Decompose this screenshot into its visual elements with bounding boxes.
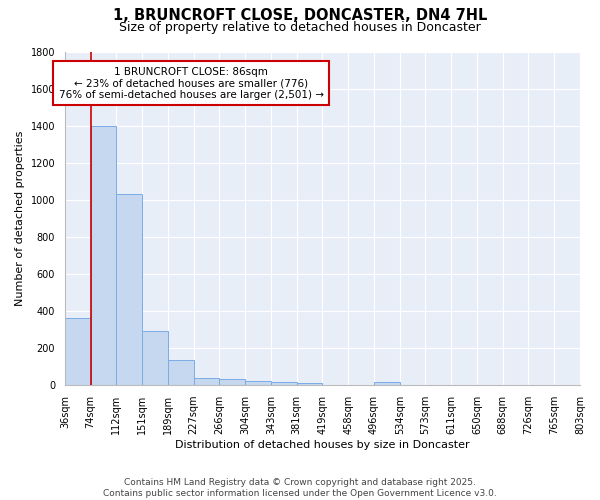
Bar xyxy=(142,332,168,385)
Text: Contains HM Land Registry data © Crown copyright and database right 2025.
Contai: Contains HM Land Registry data © Crown c… xyxy=(103,478,497,498)
Bar xyxy=(65,318,91,385)
Bar xyxy=(194,378,220,385)
Bar xyxy=(374,382,400,385)
Text: Size of property relative to detached houses in Doncaster: Size of property relative to detached ho… xyxy=(119,21,481,34)
Bar xyxy=(245,380,271,385)
Text: 1, BRUNCROFT CLOSE, DONCASTER, DN4 7HL: 1, BRUNCROFT CLOSE, DONCASTER, DN4 7HL xyxy=(113,8,487,22)
Bar xyxy=(116,194,142,385)
X-axis label: Distribution of detached houses by size in Doncaster: Distribution of detached houses by size … xyxy=(175,440,470,450)
Bar xyxy=(91,126,116,385)
Bar xyxy=(168,360,194,385)
Bar xyxy=(220,378,245,385)
Bar xyxy=(271,382,296,385)
Text: 1 BRUNCROFT CLOSE: 86sqm
← 23% of detached houses are smaller (776)
76% of semi-: 1 BRUNCROFT CLOSE: 86sqm ← 23% of detach… xyxy=(59,66,323,100)
Bar xyxy=(296,384,322,385)
Y-axis label: Number of detached properties: Number of detached properties xyxy=(15,130,25,306)
